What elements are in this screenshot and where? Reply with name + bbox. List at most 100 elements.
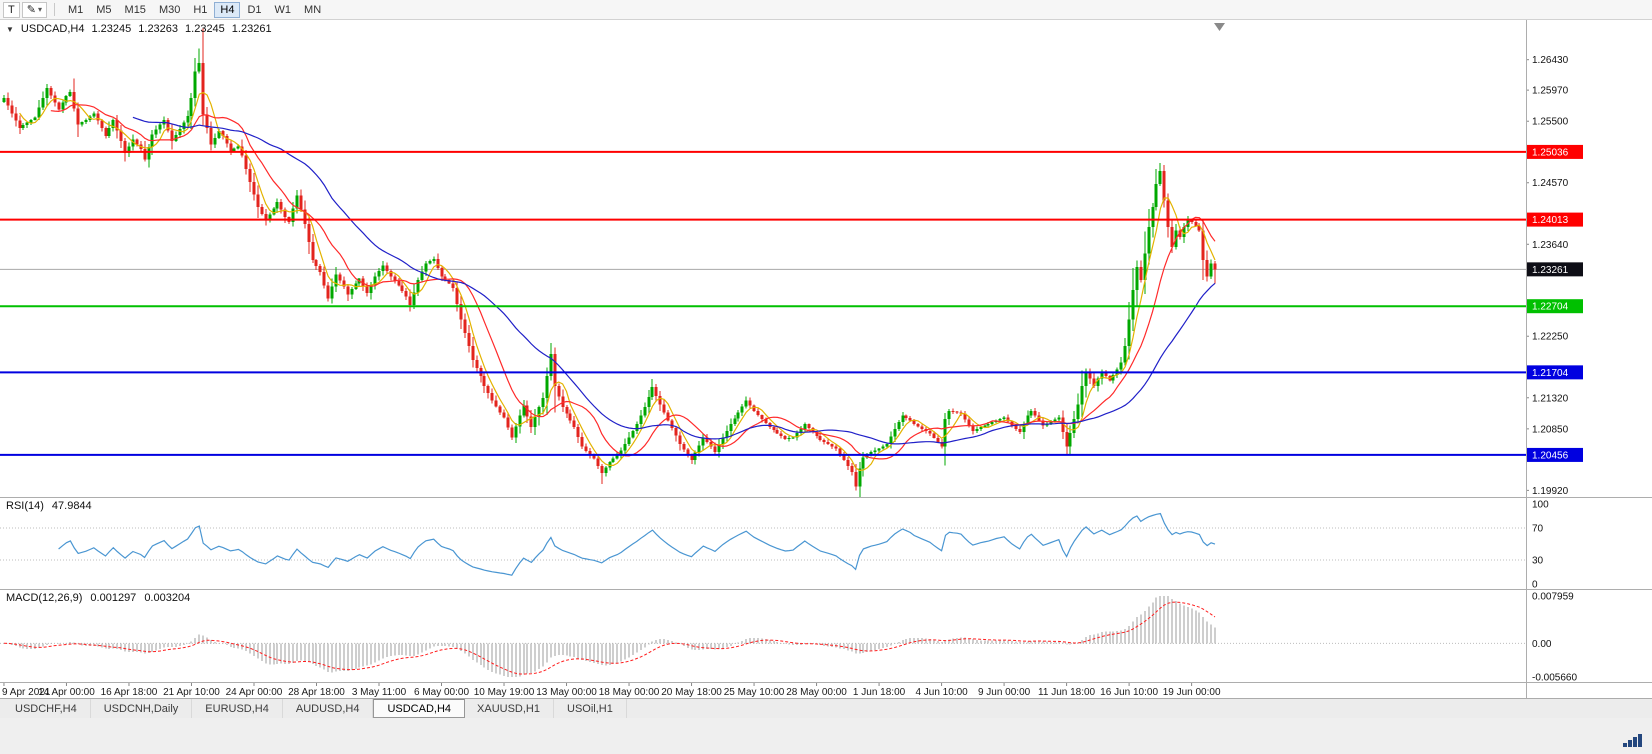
macd-pane[interactable]: MACD(12,26,9) 0.001297 0.003204 0.007959… bbox=[0, 589, 1652, 682]
svg-text:10 May 19:00: 10 May 19:00 bbox=[474, 687, 535, 698]
svg-text:25 May 10:00: 25 May 10:00 bbox=[724, 687, 785, 698]
chart-tab-audusd-h4[interactable]: AUDUSD,H4 bbox=[283, 699, 374, 718]
toolbar: T ✎ ▾ M1 M5 M15 M30 H1 H4 D1 W1 MN bbox=[0, 0, 1652, 20]
svg-text:0.007959: 0.007959 bbox=[1532, 592, 1574, 603]
price-badge: 1.21704 bbox=[1527, 365, 1583, 380]
svg-text:16 Jun 10:00: 16 Jun 10:00 bbox=[1100, 687, 1158, 698]
svg-text:1.24570: 1.24570 bbox=[1532, 178, 1569, 189]
rsi-name: RSI(14) bbox=[6, 500, 44, 512]
svg-text:18 May 00:00: 18 May 00:00 bbox=[599, 687, 660, 698]
svg-text:0.00: 0.00 bbox=[1532, 639, 1552, 650]
macd-histogram bbox=[7, 596, 1216, 677]
svg-text:1.22704: 1.22704 bbox=[1532, 302, 1569, 313]
svg-text:1.21704: 1.21704 bbox=[1532, 368, 1569, 379]
rsi-line bbox=[58, 512, 1216, 576]
svg-text:30: 30 bbox=[1532, 556, 1544, 567]
timeframe-group: M1 M5 M15 M30 H1 H4 D1 W1 MN bbox=[62, 1, 327, 18]
ohlc-open: 1.23245 bbox=[91, 23, 132, 35]
svg-text:9 Jun 00:00: 9 Jun 00:00 bbox=[978, 687, 1031, 698]
timeframe-button-h1[interactable]: H1 bbox=[187, 2, 213, 18]
svg-text:1.20456: 1.20456 bbox=[1532, 450, 1569, 461]
svg-text:13 May 00:00: 13 May 00:00 bbox=[536, 687, 597, 698]
svg-text:1.25970: 1.25970 bbox=[1532, 86, 1569, 97]
price-badge: 1.24013 bbox=[1527, 212, 1583, 227]
toolbar-separator bbox=[53, 3, 55, 16]
svg-text:1.25500: 1.25500 bbox=[1532, 117, 1569, 128]
svg-text:28 Apr 18:00: 28 Apr 18:00 bbox=[288, 687, 345, 698]
rsi-value: 47.9844 bbox=[51, 500, 92, 512]
svg-text:11 Jun 18:00: 11 Jun 18:00 bbox=[1038, 687, 1096, 698]
moving-average-13 bbox=[50, 103, 1216, 460]
candlesticks bbox=[2, 28, 1217, 497]
svg-text:1.23261: 1.23261 bbox=[1532, 265, 1569, 276]
pencil-icon: ✎ bbox=[26, 4, 36, 16]
text-tool-icon: T bbox=[8, 3, 15, 16]
svg-text:100: 100 bbox=[1532, 500, 1549, 511]
main-price-pane[interactable]: ▼ USDCAD,H4 1.23245 1.23263 1.23245 1.23… bbox=[0, 20, 1652, 497]
macd-signal-line bbox=[3, 601, 1216, 675]
macd-canvas[interactable]: 0.007959 0.00 -0.005660 bbox=[0, 590, 1652, 682]
svg-text:1.22250: 1.22250 bbox=[1532, 332, 1569, 343]
chart-tab-bar: USDCHF,H4 USDCNH,Daily EURUSD,H4 AUDUSD,H4 U… bbox=[0, 698, 1652, 718]
price-badge: 1.23261 bbox=[1527, 262, 1583, 277]
svg-text:24 Apr 00:00: 24 Apr 00:00 bbox=[226, 687, 283, 698]
svg-text:4 Jun 10:00: 4 Jun 10:00 bbox=[915, 687, 968, 698]
svg-text:6 May 00:00: 6 May 00:00 bbox=[414, 687, 469, 698]
svg-text:19 Jun 00:00: 19 Jun 00:00 bbox=[1163, 687, 1221, 698]
timeframe-button-m15[interactable]: M15 bbox=[119, 2, 152, 18]
svg-text:1.20850: 1.20850 bbox=[1532, 424, 1569, 435]
svg-text:1.23640: 1.23640 bbox=[1532, 240, 1569, 251]
svg-text:16 Apr 18:00: 16 Apr 18:00 bbox=[101, 687, 158, 698]
svg-text:20 May 18:00: 20 May 18:00 bbox=[661, 687, 722, 698]
svg-text:14 Apr 00:00: 14 Apr 00:00 bbox=[38, 687, 95, 698]
draw-tool-button[interactable]: ✎ ▾ bbox=[21, 1, 47, 18]
timeframe-button-mn[interactable]: MN bbox=[298, 2, 327, 18]
chart-tab-usdcnh-daily[interactable]: USDCNH,Daily bbox=[91, 699, 193, 718]
svg-text:0: 0 bbox=[1532, 580, 1538, 590]
status-bar bbox=[0, 718, 1652, 754]
svg-text:3 May 11:00: 3 May 11:00 bbox=[352, 687, 407, 698]
price-badge: 1.25036 bbox=[1527, 144, 1583, 159]
timeframe-button-h4[interactable]: H4 bbox=[214, 1, 241, 18]
price-chart-canvas[interactable]: 1.25036 1.24013 1.22704 1.21704 1.20456 1.232… bbox=[0, 20, 1652, 497]
chevron-down-icon: ▾ bbox=[37, 5, 42, 14]
text-tool-button[interactable]: T bbox=[3, 1, 20, 18]
chart-tab-eurusd-h4[interactable]: EURUSD,H4 bbox=[192, 699, 283, 718]
price-badge: 1.22704 bbox=[1527, 299, 1583, 314]
rsi-canvas[interactable]: 100 70 30 0 bbox=[0, 498, 1652, 589]
svg-text:1.19920: 1.19920 bbox=[1532, 486, 1569, 497]
svg-text:1.21320: 1.21320 bbox=[1532, 393, 1569, 404]
rsi-pane[interactable]: RSI(14) 47.9844 100 70 30 0 bbox=[0, 497, 1652, 589]
chart-shift-marker[interactable] bbox=[1214, 23, 1225, 31]
timeframe-button-d1[interactable]: D1 bbox=[241, 2, 267, 18]
ohlc-low: 1.23245 bbox=[185, 23, 225, 35]
chart-tab-usdcad-h4[interactable]: USDCAD,H4 bbox=[373, 699, 466, 718]
connection-status-icon bbox=[1623, 734, 1642, 747]
timeframe-button-m5[interactable]: M5 bbox=[90, 2, 117, 18]
chart-symbol: USDCAD,H4 bbox=[20, 23, 85, 35]
time-scale[interactable]: 9 Apr 2021 14 Apr 00:00 16 Apr 18:00 21 Apr… bbox=[0, 682, 1652, 698]
rsi-label: RSI(14) 47.9844 bbox=[6, 500, 92, 512]
ohlc-high: 1.23263 bbox=[138, 23, 179, 35]
timeframe-button-m30[interactable]: M30 bbox=[153, 2, 186, 18]
macd-label: MACD(12,26,9) 0.001297 0.003204 bbox=[6, 592, 190, 604]
collapse-icon[interactable]: ▼ bbox=[6, 24, 14, 34]
chart-ohlc-readout: ▼ USDCAD,H4 1.23245 1.23263 1.23245 1.23… bbox=[6, 23, 272, 35]
svg-text:28 May 00:00: 28 May 00:00 bbox=[786, 687, 847, 698]
chart-tab-usdchf-h4[interactable]: USDCHF,H4 bbox=[2, 699, 91, 718]
macd-main-value: 0.001297 bbox=[90, 592, 137, 604]
timeframe-button-m1[interactable]: M1 bbox=[62, 2, 89, 18]
svg-text:-0.005660: -0.005660 bbox=[1532, 673, 1577, 683]
chart-tab-usoil-h1[interactable]: USOil,H1 bbox=[554, 699, 627, 718]
svg-text:1.25036: 1.25036 bbox=[1532, 147, 1569, 158]
timeframe-button-w1[interactable]: W1 bbox=[269, 2, 298, 18]
moving-average-34 bbox=[132, 116, 1216, 445]
ohlc-close: 1.23261 bbox=[231, 23, 272, 35]
svg-text:1.26430: 1.26430 bbox=[1532, 55, 1569, 66]
svg-text:1 Jun 18:00: 1 Jun 18:00 bbox=[853, 687, 906, 698]
macd-name: MACD(12,26,9) bbox=[6, 592, 83, 604]
macd-signal-value: 0.003204 bbox=[144, 592, 191, 604]
chart-tab-xauusd-h1[interactable]: XAUUSD,H1 bbox=[464, 699, 554, 718]
svg-text:9 Apr 2021: 9 Apr 2021 bbox=[2, 687, 51, 698]
